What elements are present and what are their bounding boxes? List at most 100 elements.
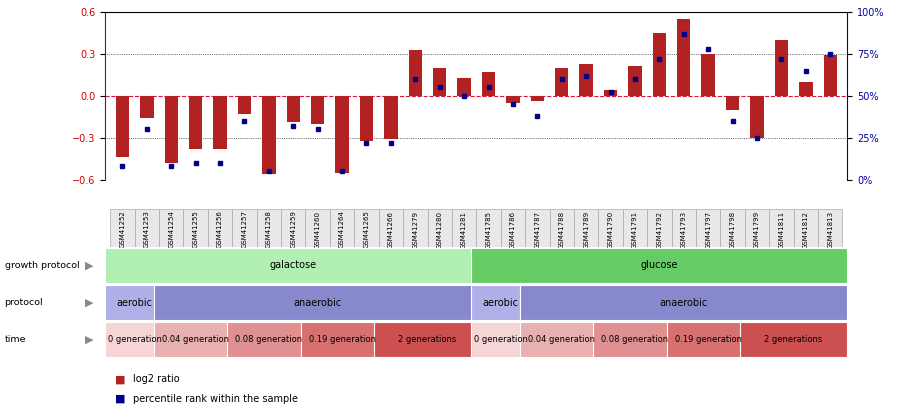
Bar	[623, 209, 648, 247]
Bar	[433, 68, 446, 96]
Text: GSM41264: GSM41264	[339, 211, 345, 248]
Bar	[233, 209, 256, 247]
Text: ▶: ▶	[84, 335, 93, 345]
Bar	[574, 209, 598, 247]
Bar	[520, 285, 847, 320]
Bar	[507, 96, 519, 103]
Bar	[213, 96, 227, 149]
Bar	[769, 209, 793, 247]
Text: GSM41254: GSM41254	[169, 211, 174, 248]
Bar	[238, 96, 251, 114]
Text: GSM41281: GSM41281	[461, 211, 467, 249]
Bar	[159, 209, 183, 247]
Bar	[525, 209, 550, 247]
Bar	[628, 66, 642, 96]
Bar	[115, 96, 129, 158]
Bar	[378, 209, 403, 247]
Bar	[823, 55, 837, 96]
Bar	[374, 322, 481, 357]
Bar	[648, 209, 671, 247]
Bar	[530, 96, 544, 101]
Text: 0.19 generation: 0.19 generation	[309, 335, 376, 344]
Text: ■: ■	[114, 394, 125, 404]
Bar	[300, 322, 384, 357]
Bar	[550, 209, 574, 247]
Text: aerobic: aerobic	[483, 298, 518, 307]
Bar	[335, 96, 349, 173]
Bar	[208, 209, 233, 247]
Text: ▶: ▶	[84, 298, 93, 307]
Text: growth protocol: growth protocol	[5, 261, 79, 270]
Text: GSM41279: GSM41279	[412, 211, 419, 249]
Bar	[520, 322, 604, 357]
Bar	[256, 209, 281, 247]
Bar	[667, 322, 749, 357]
Bar	[671, 209, 696, 247]
Text: GSM41799: GSM41799	[754, 211, 760, 249]
Text: GSM41811: GSM41811	[779, 211, 784, 249]
Bar	[105, 285, 164, 320]
Text: GSM41255: GSM41255	[192, 211, 199, 248]
Text: aerobic: aerobic	[116, 298, 153, 307]
Bar	[476, 209, 501, 247]
Bar	[775, 40, 788, 96]
Text: GSM41813: GSM41813	[827, 211, 834, 249]
Bar	[720, 209, 745, 247]
Text: glucose: glucose	[640, 260, 678, 270]
Bar	[311, 96, 324, 124]
Text: GSM41790: GSM41790	[607, 211, 614, 249]
Text: GSM41785: GSM41785	[485, 211, 492, 249]
Text: 0.19 generation: 0.19 generation	[675, 335, 742, 344]
Text: 2 generations: 2 generations	[765, 335, 823, 344]
Bar	[154, 322, 237, 357]
Text: GSM41259: GSM41259	[290, 211, 296, 248]
Bar	[262, 96, 276, 174]
Text: ■: ■	[114, 375, 125, 384]
Text: galactose: galactose	[269, 260, 317, 270]
Bar	[472, 322, 530, 357]
Text: GSM41265: GSM41265	[364, 211, 369, 248]
Text: 0.04 generation: 0.04 generation	[529, 335, 595, 344]
Text: 0.04 generation: 0.04 generation	[162, 335, 229, 344]
Text: GSM41786: GSM41786	[510, 211, 516, 249]
Text: GSM41787: GSM41787	[534, 211, 540, 249]
Bar	[409, 49, 422, 96]
Bar	[330, 209, 354, 247]
Bar	[428, 209, 452, 247]
Bar	[702, 54, 714, 96]
Text: GSM41788: GSM41788	[559, 211, 565, 249]
Text: ▶: ▶	[84, 260, 93, 270]
Bar	[793, 209, 818, 247]
Text: time: time	[5, 335, 26, 344]
Bar	[725, 96, 739, 110]
Text: GSM41812: GSM41812	[802, 211, 809, 249]
Text: GSM41253: GSM41253	[144, 211, 150, 248]
Text: GSM41280: GSM41280	[437, 211, 442, 249]
Bar	[472, 248, 847, 283]
Bar	[745, 209, 769, 247]
Bar	[555, 68, 569, 96]
Bar	[105, 248, 481, 283]
Text: GSM41260: GSM41260	[315, 211, 321, 249]
Bar	[696, 209, 720, 247]
Bar	[135, 209, 159, 247]
Bar	[183, 209, 208, 247]
Bar	[677, 19, 691, 96]
Text: 0.08 generation: 0.08 generation	[235, 335, 302, 344]
Bar	[482, 72, 496, 96]
Bar	[227, 322, 311, 357]
Bar	[580, 64, 593, 96]
Bar	[598, 209, 623, 247]
Text: GSM41791: GSM41791	[632, 211, 638, 249]
Text: GSM41256: GSM41256	[217, 211, 224, 248]
Text: log2 ratio: log2 ratio	[133, 375, 180, 384]
Text: GSM41257: GSM41257	[242, 211, 247, 248]
Bar	[457, 78, 471, 96]
Bar	[653, 33, 666, 96]
Bar	[110, 209, 135, 247]
Bar	[750, 96, 764, 138]
Bar	[818, 209, 843, 247]
Text: GSM41793: GSM41793	[681, 211, 687, 249]
Text: 0 generation: 0 generation	[108, 335, 161, 344]
Bar	[360, 96, 373, 141]
